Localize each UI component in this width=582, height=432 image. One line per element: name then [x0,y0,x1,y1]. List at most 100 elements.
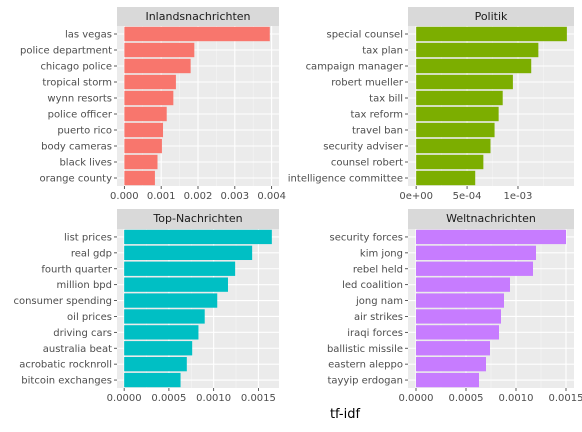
category-label: security adviser [323,142,404,153]
bar [124,75,176,89]
category-label: tax reform [350,110,403,121]
category-label: wynn resorts [47,94,112,105]
category-label: million bpd [56,280,112,291]
x-tick-label: 0.0010 [499,393,534,404]
category-label: fourth quarter [41,264,113,275]
category-label: rebel held [353,264,403,275]
category-label: real gdp [71,248,112,259]
category-label: driving cars [53,328,112,339]
bar [124,293,217,307]
x-tick-label: 1e-03 [504,191,533,202]
category-label: list prices [64,232,112,243]
category-label: ballistic missile [327,344,403,355]
category-label: police department [20,46,112,57]
category-label: jong nam [355,296,403,307]
bar [416,43,538,57]
bar [416,230,566,244]
x-axis-title: tf-idf [330,407,361,422]
x-tick-label: 0.0015 [549,393,582,404]
category-label: led coalition [342,280,403,291]
category-label: acrobatic rocknroll [19,360,112,371]
category-label: campaign manager [306,62,404,73]
x-tick-label: 0.0005 [151,393,186,404]
bar [124,325,198,339]
category-label: robert mueller [331,78,404,89]
x-tick-label: 0.000 [110,191,139,202]
bar [416,155,483,169]
bar [416,277,510,291]
category-label: tax bill [369,94,403,105]
bar [124,59,190,73]
category-label: security forces [330,232,404,243]
category-label: travel ban [352,126,403,137]
x-tick-label: 0.002 [184,191,213,202]
bar [124,107,166,121]
bar [124,230,272,244]
category-label: tropical storm [42,78,112,89]
category-label: air strikes [354,312,403,323]
category-label: counsel robert [331,158,403,169]
bar [416,107,498,121]
bar [416,262,533,276]
bar [416,246,536,260]
category-label: special counsel [326,30,403,41]
category-label: orange county [39,174,112,185]
bar [124,27,269,41]
category-label: tax plan [362,46,403,57]
facet-panels: Inlandsnachrichten 0.000 0.001 0.002 0.003 0.… [13,7,582,404]
x-tick-label: 0e+00 [399,191,433,202]
bar [124,373,180,387]
x-tick-label: 0.003 [220,191,249,202]
x-tick-label: 0.001 [147,191,176,202]
bar [124,91,173,105]
facet-title: Top-Nachrichten [152,212,242,225]
bar [416,357,486,371]
category-label: bitcoin exchanges [21,376,112,387]
bar [124,246,252,260]
category-label: black lives [59,158,112,169]
facet-title: Weltnachrichten [446,212,536,225]
bar [416,75,513,89]
category-label: iraqi forces [347,328,403,339]
bar [416,123,494,137]
category-label: australia beat [43,344,112,355]
x-tick-label: 0.0000 [399,393,434,404]
x-tick-label: 0.0005 [449,393,484,404]
bar [124,123,163,137]
category-label: police officer [48,110,113,121]
facet-title: Inlandsnachrichten [145,10,250,23]
category-label: chicago police [40,62,112,73]
bar [416,293,504,307]
bar [124,139,162,153]
bar [416,59,531,73]
category-label: body cameras [41,142,112,153]
bar [416,139,490,153]
category-label: las vegas [65,30,112,41]
bar [416,373,479,387]
bar [124,309,205,323]
bar [416,309,501,323]
x-tick-label: 0.0010 [196,393,231,404]
category-label: puerto rico [57,126,112,137]
bar [124,43,194,57]
category-label: consumer spending [13,296,112,307]
bar [124,155,157,169]
bar [124,341,192,355]
bar [124,262,235,276]
bar [416,27,567,41]
bar [124,171,155,185]
category-label: eastern aleppo [328,360,403,371]
facet-4: Weltnachrichten 0.0000 0.0005 0.0010 0.0015 s… [327,209,582,404]
category-label: oil prices [67,312,112,323]
category-label: tayyip erdogan [327,376,403,387]
facet-title: Politik [475,10,508,23]
bar [124,357,187,371]
bar [124,277,228,291]
bar [416,325,499,339]
category-label: kim jong [360,248,403,259]
